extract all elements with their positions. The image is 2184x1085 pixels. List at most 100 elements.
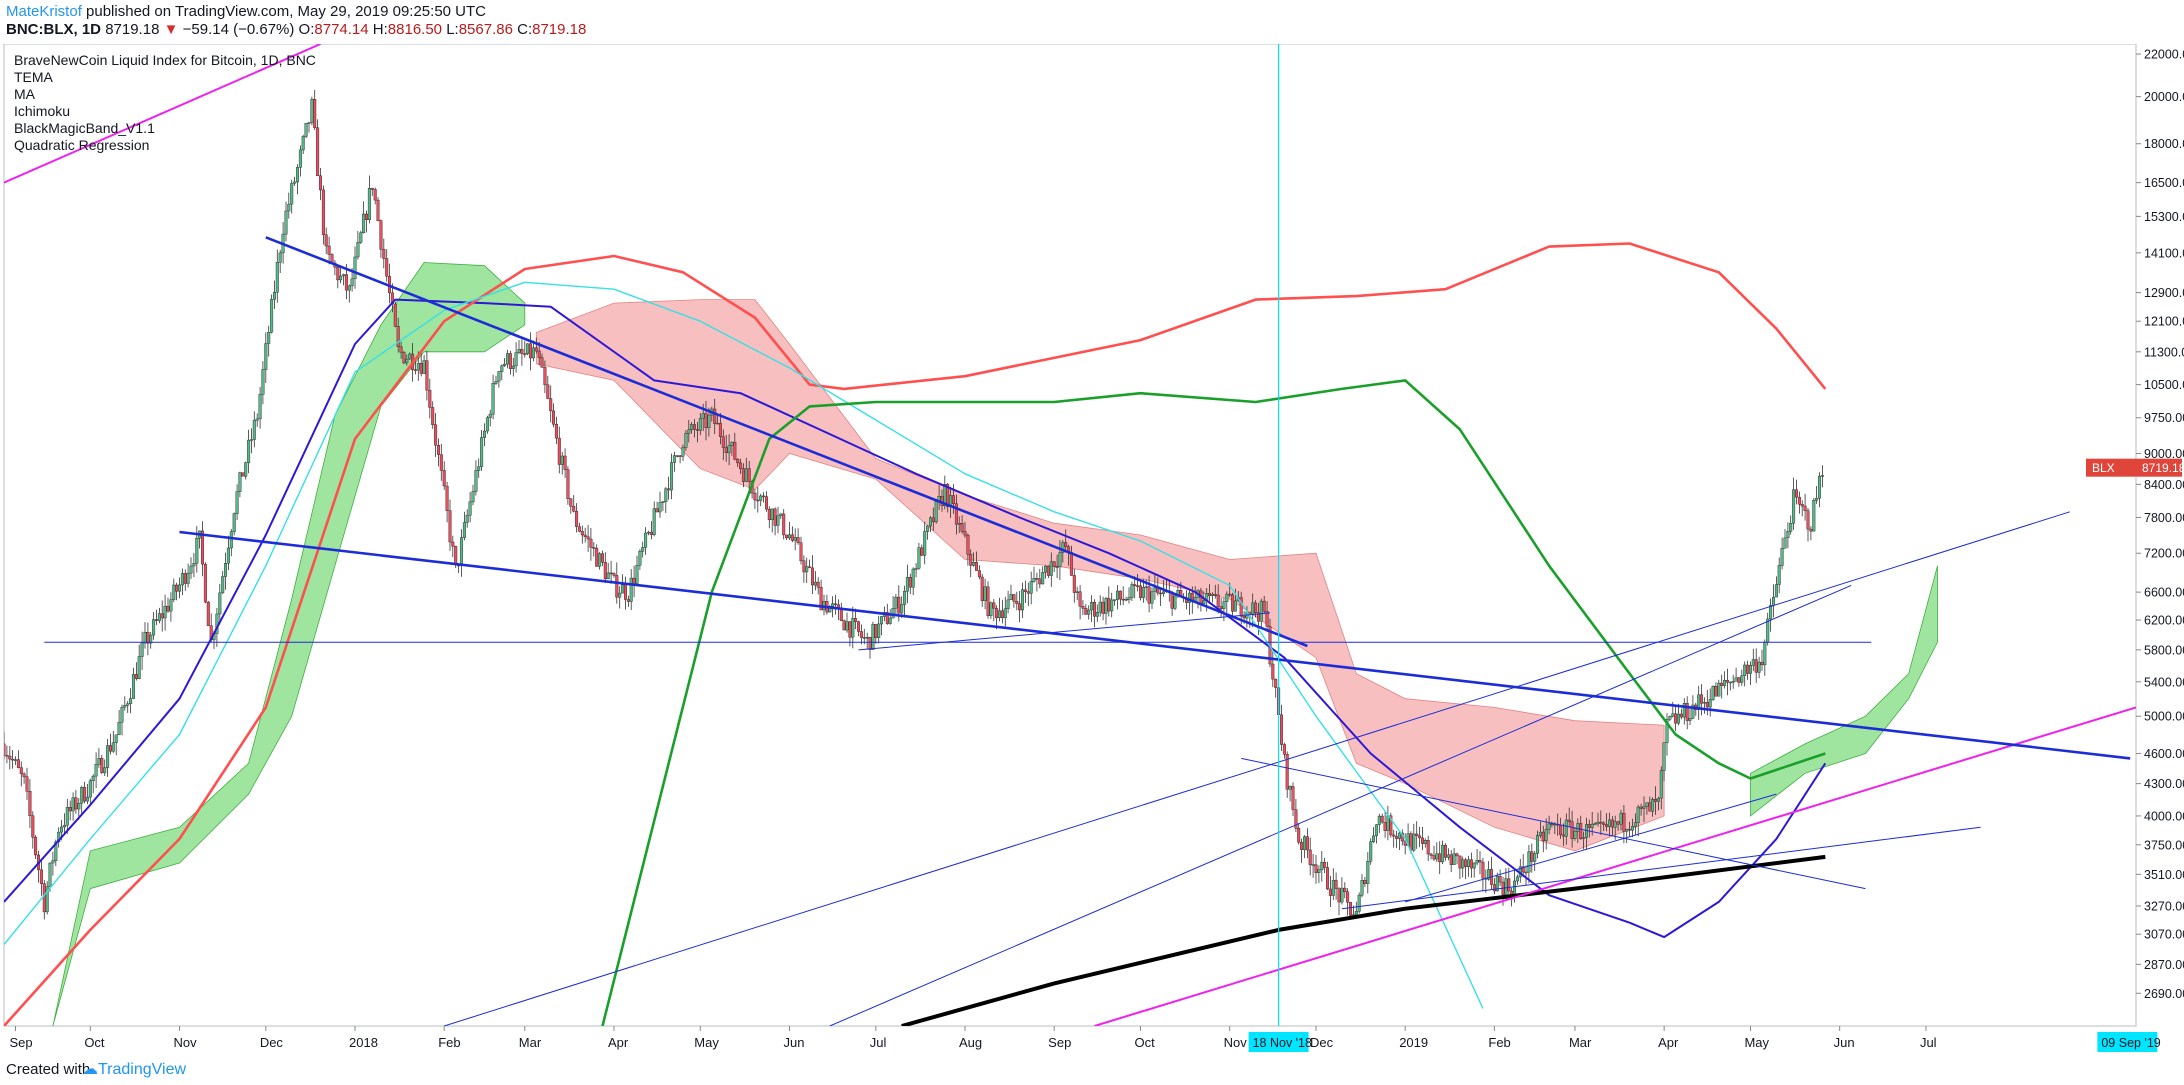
- y-tick-label: 8400.00: [2144, 478, 2184, 492]
- last-price-value: 8719.18: [2142, 461, 2184, 475]
- candle-up: [497, 371, 501, 382]
- trendline-blue-thin: [829, 584, 1852, 1026]
- candle-up: [1671, 713, 1675, 717]
- candle-down: [554, 424, 558, 439]
- candle-up: [252, 419, 256, 440]
- candle-up: [606, 572, 610, 580]
- candle-down: [324, 234, 328, 247]
- publish-info: published on TradingView.com, May 29, 20…: [86, 3, 486, 20]
- candle-down: [1231, 594, 1235, 612]
- indicator-green-band: [601, 379, 1826, 1026]
- candle-up: [1495, 876, 1499, 892]
- candle-down: [1806, 510, 1810, 530]
- candle-up: [1006, 599, 1010, 610]
- candle-up: [759, 495, 763, 501]
- candle-down: [399, 346, 403, 353]
- candle-up: [1397, 832, 1401, 839]
- candle-up: [111, 742, 115, 752]
- x-tick-label: Mar: [519, 1035, 542, 1050]
- y-tick-label: 3750.00: [2144, 838, 2184, 852]
- y-tick-label: 5400.00: [2144, 675, 2184, 689]
- candle-up: [468, 501, 472, 516]
- candle-down: [885, 612, 889, 624]
- last-price-badge: [2086, 458, 2182, 477]
- legend-item-ichimoku[interactable]: Ichimoku: [14, 103, 71, 119]
- candle-down: [1389, 815, 1393, 836]
- candle-up: [1104, 598, 1108, 614]
- candle-down: [603, 562, 607, 580]
- candle-up: [770, 508, 774, 520]
- candle-down: [1207, 593, 1211, 596]
- candle-up: [120, 707, 124, 723]
- candle-down: [1418, 835, 1422, 839]
- candle-down: [1809, 528, 1813, 532]
- candle-down: [782, 513, 786, 536]
- legend-item-ma[interactable]: MA: [14, 86, 35, 102]
- legend-item-quadratic-regression[interactable]: Quadratic Regression: [14, 137, 150, 153]
- y-tick-label: 9750.00: [2144, 411, 2184, 425]
- candle-up: [189, 565, 193, 574]
- candle-up: [638, 551, 642, 566]
- candle-down: [808, 566, 812, 569]
- candle-down: [1072, 575, 1076, 593]
- candle-up: [923, 531, 927, 556]
- author-link[interactable]: MateKristof: [6, 3, 82, 20]
- candle-up: [1582, 837, 1586, 839]
- candle-down: [549, 398, 553, 412]
- candle-down: [529, 343, 533, 359]
- candle-down: [1429, 853, 1433, 856]
- candle-up: [149, 634, 153, 644]
- candle-up: [1786, 531, 1790, 538]
- candle-up: [255, 418, 259, 421]
- candle-down: [1530, 851, 1534, 862]
- candle-up: [218, 592, 222, 615]
- price-chart[interactable]: 22000.00 20000.00 18000.00 16500.00 15300.00…: [0, 44, 2184, 1056]
- candle-up: [635, 565, 639, 584]
- candle-up: [471, 491, 475, 503]
- candle-up: [1003, 608, 1007, 618]
- candle-up: [1688, 718, 1692, 721]
- candle-down: [376, 199, 380, 221]
- candle-down: [1559, 824, 1563, 835]
- candle-down: [1000, 610, 1004, 618]
- y-tick-label: 4300.00: [2144, 777, 2184, 791]
- candle-up: [670, 462, 674, 491]
- candle-up: [273, 291, 277, 300]
- candle-down: [451, 541, 455, 547]
- candle-down: [1219, 606, 1223, 609]
- candle-up: [1682, 703, 1686, 718]
- candle-down: [203, 563, 207, 603]
- candle-down: [19, 767, 23, 774]
- candle-down: [799, 542, 803, 562]
- candle-up: [290, 183, 294, 205]
- candle-up: [1731, 681, 1735, 683]
- candle-down: [601, 553, 605, 563]
- legend-item-blackmagicband[interactable]: BlackMagicBand_V1.1: [14, 120, 155, 136]
- candle-down: [1570, 821, 1574, 839]
- candle-up: [152, 619, 156, 636]
- candle-up: [1021, 589, 1025, 611]
- candle-down: [431, 407, 435, 425]
- candle-down: [667, 488, 671, 491]
- candle-up: [727, 445, 731, 454]
- candle-down: [854, 618, 858, 622]
- candle-up: [716, 422, 720, 425]
- candle-down: [986, 586, 990, 616]
- candle-up: [356, 242, 360, 258]
- candle-down: [1599, 821, 1603, 824]
- candle-up: [247, 439, 251, 464]
- x-tick-label: Apr: [1658, 1035, 1679, 1050]
- candle-down: [897, 596, 901, 614]
- legend-item-tema[interactable]: TEMA: [14, 69, 53, 85]
- tradingview-logo[interactable]: ☁TradingView: [82, 1059, 186, 1079]
- candle-up: [1668, 716, 1672, 720]
- candle-up: [460, 537, 464, 566]
- candle-down: [1118, 590, 1122, 600]
- candle-up: [672, 455, 676, 463]
- symbol-label: BNC:BLX, 1D: [6, 21, 102, 38]
- candle-down: [1308, 849, 1312, 866]
- candle-up: [48, 862, 52, 887]
- candle-up: [77, 803, 81, 810]
- candle-up: [1009, 594, 1013, 601]
- candle-down: [1101, 601, 1105, 614]
